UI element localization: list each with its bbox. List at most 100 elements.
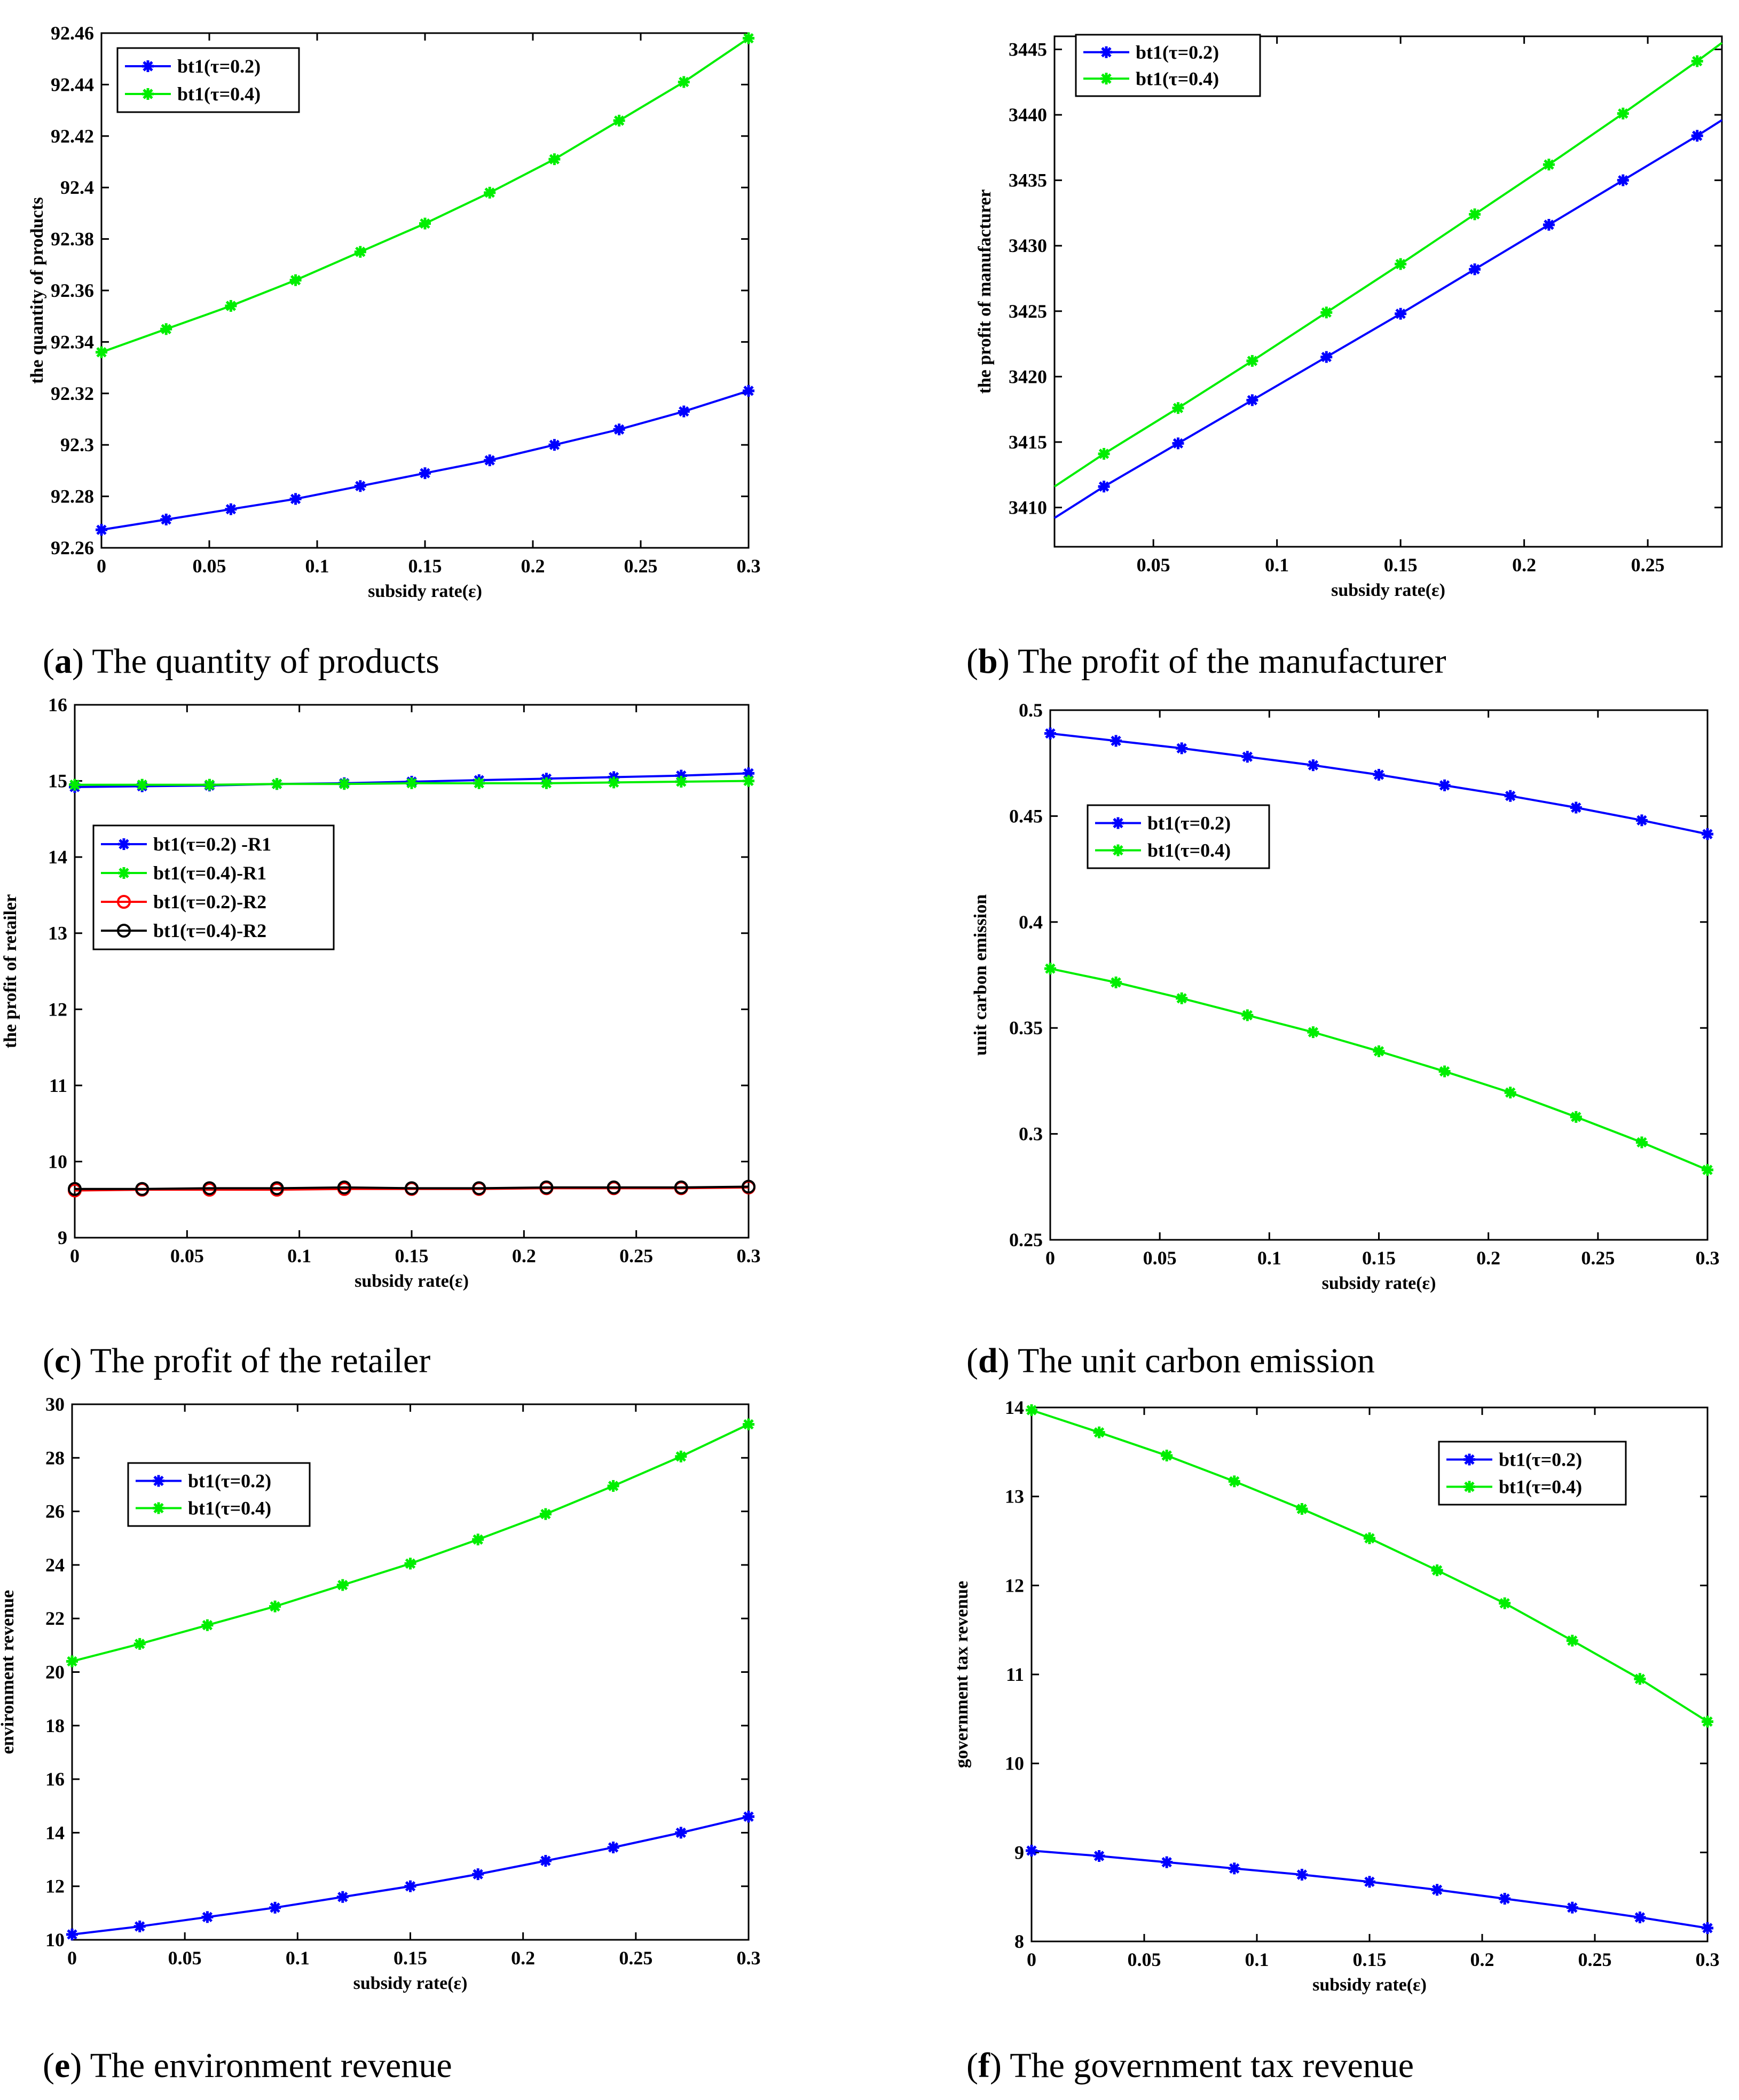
data-point (1026, 1845, 1037, 1857)
data-point (484, 454, 496, 467)
data-point (1044, 963, 1056, 975)
x-tick-label: 0.2 (1512, 554, 1536, 576)
data-point (419, 217, 431, 230)
series-4 (68, 1179, 756, 1196)
x-tick-label: 0.1 (1257, 1247, 1281, 1269)
data-point (1499, 1893, 1511, 1905)
y-tick-label: 3425 (1009, 301, 1047, 322)
data-point (69, 778, 81, 791)
y-tick-label: 14 (1005, 1397, 1024, 1418)
data-point (1172, 402, 1184, 414)
x-tick-label: 0.15 (408, 555, 442, 577)
legend-label: bt1(τ=0.2)-R2 (153, 891, 266, 913)
legend-label: bt1(τ=0.4) (1499, 1476, 1582, 1498)
legend-label: bt1(τ=0.2) (1136, 42, 1219, 63)
y-tick-label: 3440 (1009, 104, 1047, 125)
data-point (1504, 1087, 1516, 1099)
x-tick-label: 0.25 (1581, 1247, 1615, 1269)
caption-text: ) The unit carbon emission (998, 1341, 1375, 1380)
data-point (675, 1827, 687, 1839)
data-point (1364, 1876, 1375, 1888)
data-point (548, 153, 561, 166)
data-point (1702, 1164, 1713, 1176)
data-point (674, 1180, 688, 1194)
x-tick-label: 0.15 (1362, 1247, 1396, 1269)
data-point (1176, 992, 1188, 1004)
y-tick-label: 0.35 (1009, 1017, 1043, 1039)
x-tick-label: 0.2 (512, 1245, 536, 1267)
caption-letter: b (978, 642, 998, 681)
y-tick-label: 18 (45, 1715, 65, 1736)
data-point (1093, 1426, 1105, 1438)
x-tick-label: 0.05 (193, 555, 226, 577)
legend-label: bt1(τ=0.2) -R1 (153, 833, 271, 855)
y-tick-label: 0.25 (1009, 1229, 1043, 1250)
data-point (1026, 1404, 1037, 1416)
data-point (271, 778, 283, 790)
caption-letter: d (978, 1341, 998, 1380)
data-point (675, 1450, 687, 1462)
data-point (96, 524, 107, 536)
series-1 (1053, 119, 1723, 519)
y-tick-label: 20 (45, 1662, 65, 1683)
x-tick-label: 0.15 (395, 1245, 429, 1267)
x-tick-label: 0 (1027, 1949, 1036, 1970)
caption: (c) The profit of the retailer (43, 1341, 430, 1380)
x-tick-label: 0.05 (170, 1245, 204, 1267)
plot-area (74, 704, 750, 1239)
data-point (1702, 1922, 1713, 1934)
caption-paren: ( (43, 1341, 54, 1380)
data-point (1161, 1450, 1173, 1461)
x-tick-label: 0.1 (305, 555, 329, 577)
data-point (135, 1182, 149, 1196)
data-point (1469, 208, 1481, 221)
y-axis-label: the profit of retailer (1, 894, 20, 1049)
x-tick-label: 0 (97, 555, 106, 577)
y-tick-label: 0.45 (1009, 805, 1043, 827)
x-tick-label: 0.25 (619, 1947, 652, 1969)
x-tick-label: 0.15 (394, 1947, 427, 1969)
legend-box (127, 1462, 311, 1527)
data-point (1246, 394, 1258, 406)
legend-marker (1463, 1481, 1475, 1493)
y-tick-label: 92.44 (51, 74, 94, 95)
legend-marker (1112, 817, 1124, 829)
x-axis-label: subsidy rate(ε) (368, 581, 482, 601)
data-point (608, 776, 620, 789)
data-point (678, 405, 690, 418)
y-tick-label: 12 (45, 1876, 65, 1897)
data-point (1246, 355, 1258, 367)
data-point (289, 274, 302, 286)
legend-label: bt1(τ=0.2) (1499, 1449, 1582, 1470)
data-point (1296, 1503, 1308, 1515)
series-line (75, 1185, 749, 1190)
caption-text: ) The profit of the manufacturer (998, 642, 1446, 681)
data-point (136, 778, 148, 791)
data-point (133, 1920, 146, 1932)
y-tick-label: 92.32 (51, 383, 94, 404)
data-point (160, 513, 172, 525)
data-point (1228, 1862, 1240, 1875)
caption-paren: ( (966, 1341, 978, 1380)
y-tick-label: 16 (45, 1768, 65, 1790)
data-point (1634, 1912, 1646, 1923)
x-tick-label: 0.15 (1353, 1949, 1387, 1970)
data-point (472, 1533, 484, 1546)
series-2 (96, 32, 754, 358)
series-2 (69, 775, 754, 791)
caption-paren: ( (43, 642, 54, 681)
y-tick-label: 0.3 (1019, 1123, 1043, 1145)
data-point (133, 1638, 146, 1650)
data-point (1431, 1884, 1443, 1896)
legend-label: bt1(τ=0.2) (1147, 813, 1231, 834)
data-point (743, 775, 754, 787)
data-point (1307, 1026, 1319, 1039)
data-point (1172, 437, 1184, 450)
legend-label: bt1(τ=0.4) (177, 83, 261, 105)
data-point (1438, 779, 1451, 791)
data-point (1469, 263, 1481, 276)
legend-label: bt1(τ=0.4)-R1 (153, 862, 266, 884)
data-point (1228, 1475, 1240, 1488)
legend-marker (118, 838, 130, 850)
data-point (1543, 159, 1555, 171)
